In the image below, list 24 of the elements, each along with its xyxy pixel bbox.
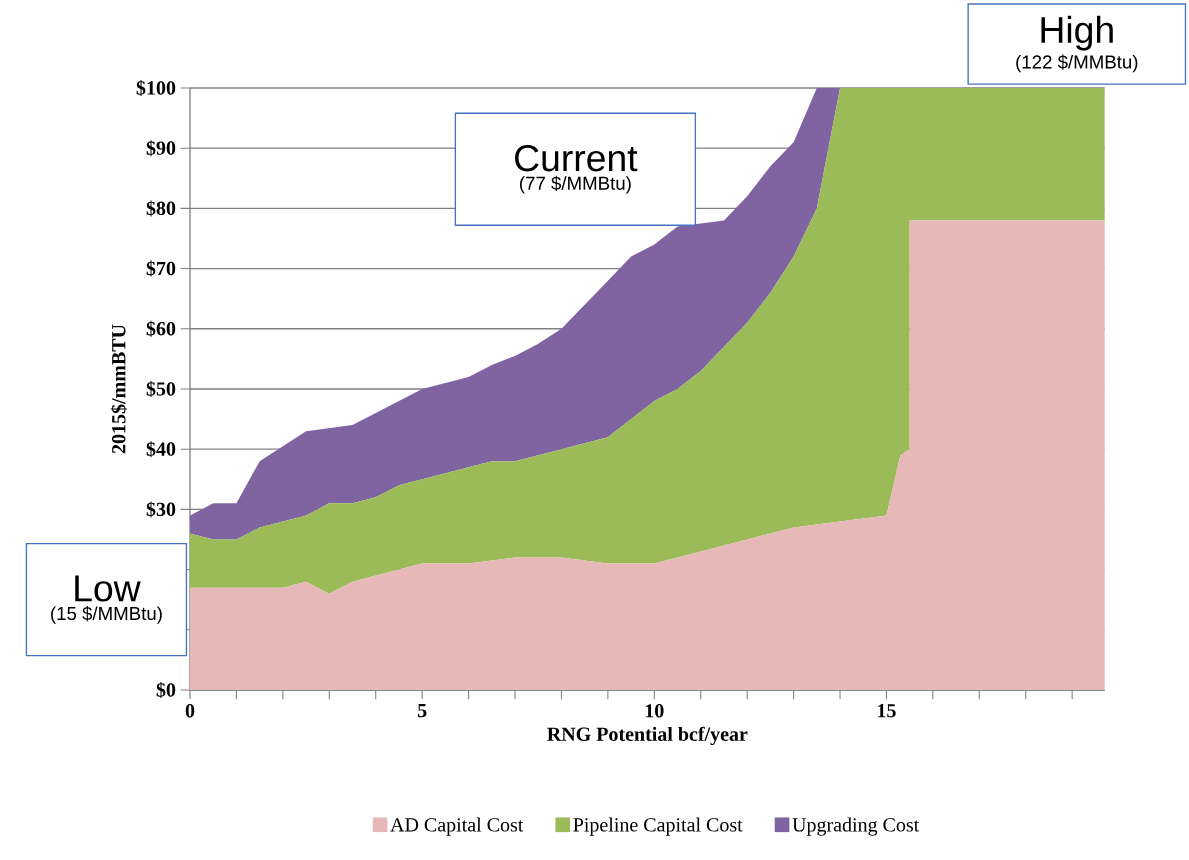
- x-tick-label: 10: [645, 704, 664, 718]
- y-tick-label: $80: [146, 200, 176, 217]
- y-tick-label: $30: [146, 501, 176, 518]
- y-tick-label: $90: [146, 140, 176, 157]
- text: (15 $/MMBtu): [51, 606, 162, 624]
- text: Low: [75, 575, 141, 602]
- annotation: (77 $/MMBtu): [519, 175, 631, 194]
- x-axis-title: RNG Potential bcf/year: [547, 726, 748, 746]
- x-tick-label: 15: [878, 704, 896, 718]
- text: High: [1041, 15, 1113, 51]
- y-tick-label: $70: [146, 260, 176, 277]
- y-tick-label: $60: [146, 320, 176, 337]
- x-tick-label: 0: [185, 704, 195, 718]
- y-tick-label: $0: [156, 682, 176, 698]
- y-tick-label: $40: [146, 441, 176, 458]
- y-tick-label: $50: [146, 381, 176, 397]
- y-tick-label: $100: [136, 80, 176, 96]
- y-axis-title: 2015$/mmBTU: [110, 324, 127, 454]
- legend-label: Upgrading Cost: [792, 817, 920, 836]
- legend-label: Pipeline Capital Cost: [573, 817, 743, 836]
- text: (122 $/MMBtu): [1016, 54, 1138, 73]
- annotation: Current: [515, 144, 638, 172]
- legend-label: AD Capital Cost: [390, 817, 524, 836]
- x-tick-label: 5: [417, 704, 427, 718]
